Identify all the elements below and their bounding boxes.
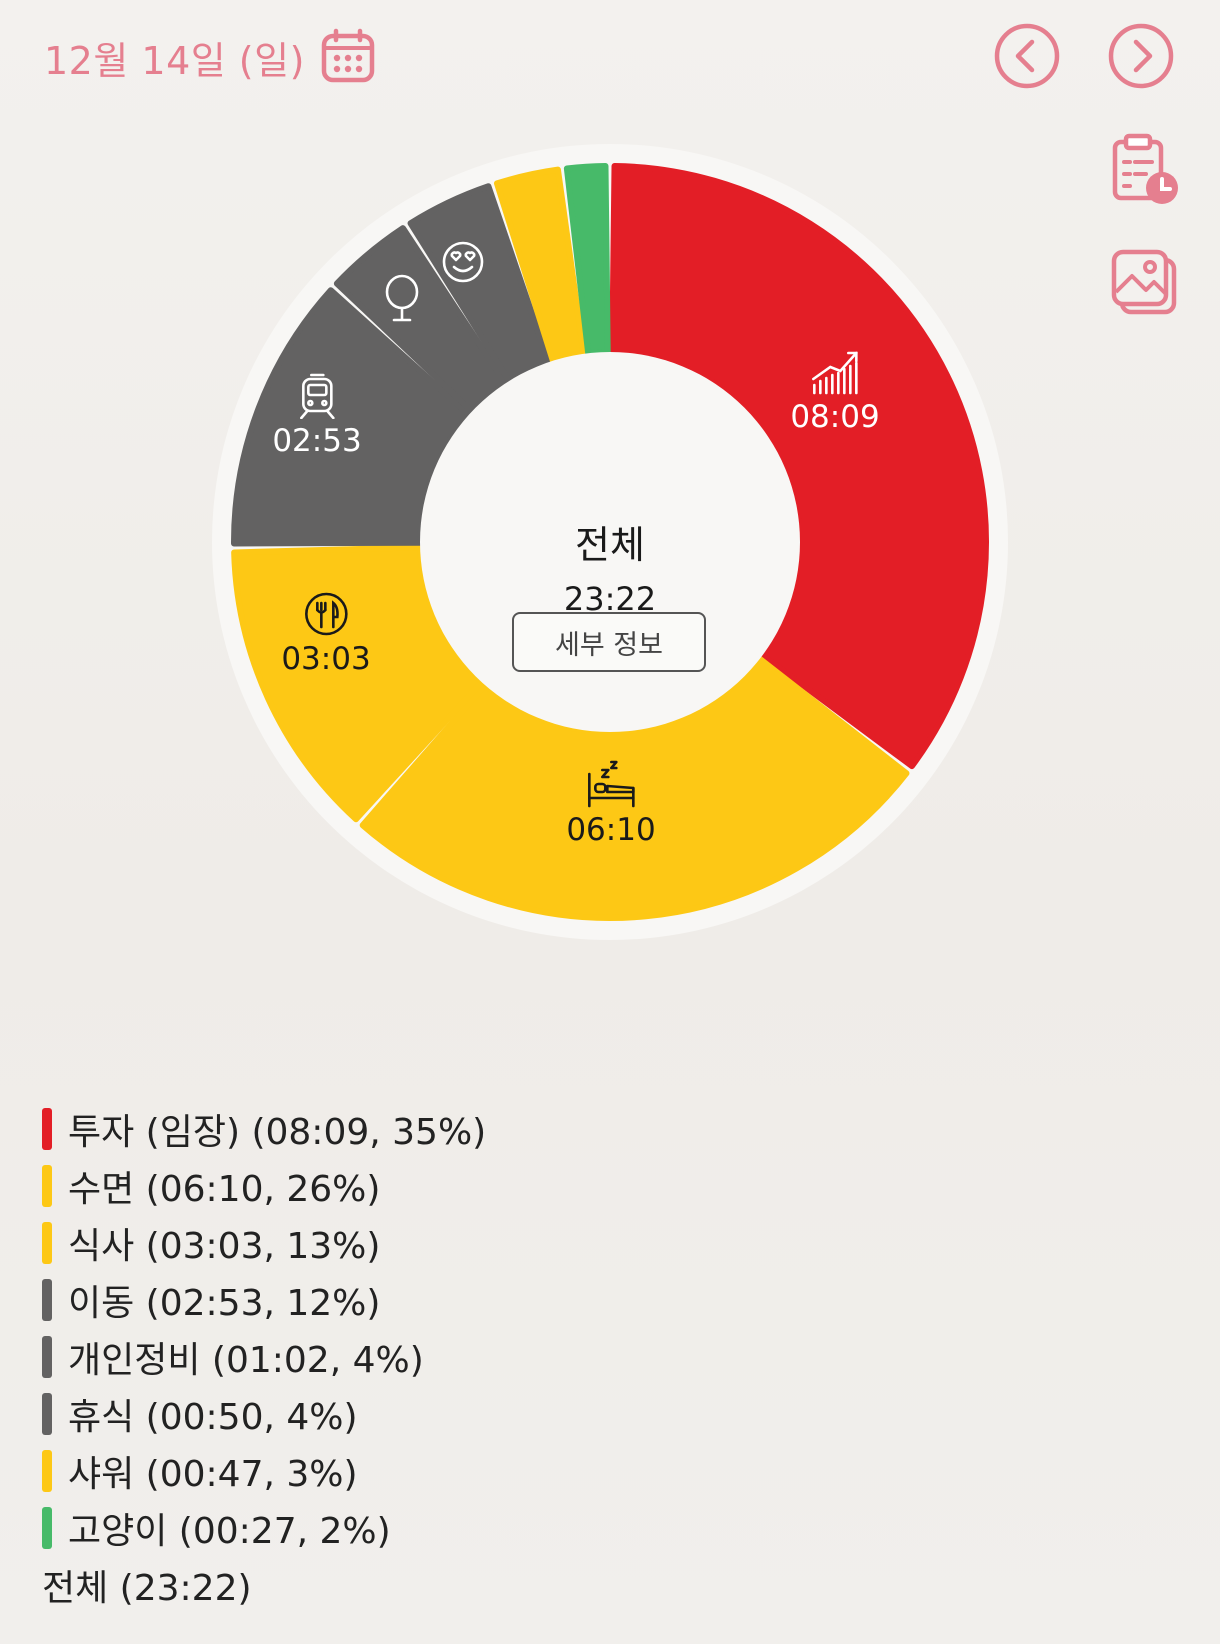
prev-day-button[interactable]: [994, 23, 1060, 89]
segment-label-transit: 02:53: [272, 373, 362, 459]
segment-time-investment: 08:09: [790, 399, 880, 435]
calendar-icon[interactable]: [320, 28, 376, 84]
legend-color-bar: [42, 1278, 52, 1321]
legend-item: 투자 (임장) (08:09, 35%): [42, 1100, 486, 1157]
legend-item-label: 샤워 (00:47, 3%): [68, 1453, 358, 1495]
segment-label-meal: 03:03: [281, 591, 371, 677]
legend-total: 전체 (23:22): [42, 1567, 252, 1609]
legend-item-label: 개인정비 (01:02, 4%): [68, 1339, 424, 1381]
segment-label-rest: [441, 240, 485, 284]
legend-item: 수면 (06:10, 26%): [42, 1157, 486, 1214]
legend-item-label: 휴식 (00:50, 4%): [68, 1396, 358, 1438]
donut-chart-svg: [212, 144, 1008, 940]
legend-item: 고양이 (00:27, 2%): [42, 1499, 486, 1556]
detail-button[interactable]: 세부 정보: [512, 612, 706, 672]
mirror-icon: [385, 274, 419, 322]
legend-item-label: 식사 (03:03, 13%): [68, 1225, 381, 1267]
segment-time-sleep: 06:10: [566, 812, 656, 848]
legend-color-bar: [42, 1335, 52, 1378]
legend-item-label: 수면 (06:10, 26%): [68, 1168, 381, 1210]
time-donut-chart: 08:09 06:10 03:03: [190, 122, 1030, 962]
date-title[interactable]: 12월 14일 (일): [44, 39, 305, 83]
legend: 투자 (임장) (08:09, 35%) 수면 (06:10, 26%) 식사 (0…: [42, 1100, 486, 1613]
legend-color-bar: [42, 1506, 52, 1549]
segment-label-sleep: 06:10: [566, 760, 656, 848]
segment-label-grooming: [382, 274, 422, 322]
segment-label-investment: 08:09: [790, 349, 880, 435]
smile-heart-eyes-icon: [442, 241, 484, 283]
legend-item: 휴식 (00:50, 4%): [42, 1385, 486, 1442]
legend-item: 이동 (02:53, 12%): [42, 1271, 486, 1328]
chevron-right-icon: [1108, 23, 1174, 89]
center-total: 23:22: [563, 580, 657, 618]
train-icon: [299, 373, 335, 419]
legend-color-bar: [42, 1392, 52, 1435]
legend-item-label: 고양이 (00:27, 2%): [68, 1510, 391, 1552]
legend-color-bar: [42, 1449, 52, 1492]
legend-color-bar: [42, 1164, 52, 1207]
clipboard-clock-icon[interactable]: [1110, 132, 1180, 206]
legend-color-bar: [42, 1107, 52, 1150]
chart-growth-icon: [811, 351, 858, 395]
legend-item: 샤워 (00:47, 3%): [42, 1442, 486, 1499]
chevron-left-icon: [994, 23, 1060, 89]
legend-item-label: 이동 (02:53, 12%): [68, 1282, 381, 1324]
legend-item: 식사 (03:03, 13%): [42, 1214, 486, 1271]
next-day-button[interactable]: [1108, 23, 1174, 89]
segment-time-transit: 02:53: [272, 423, 362, 459]
legend-color-bar: [42, 1221, 52, 1264]
gallery-icon[interactable]: [1110, 248, 1180, 318]
bed-icon: [587, 760, 635, 808]
legend-item: 개인정비 (01:02, 4%): [42, 1328, 486, 1385]
center-title: 전체: [575, 523, 645, 567]
segment-time-meal: 03:03: [281, 641, 371, 677]
legend-item-label: 투자 (임장) (08:09, 35%): [68, 1111, 487, 1153]
fork-knife-icon: [304, 592, 348, 636]
